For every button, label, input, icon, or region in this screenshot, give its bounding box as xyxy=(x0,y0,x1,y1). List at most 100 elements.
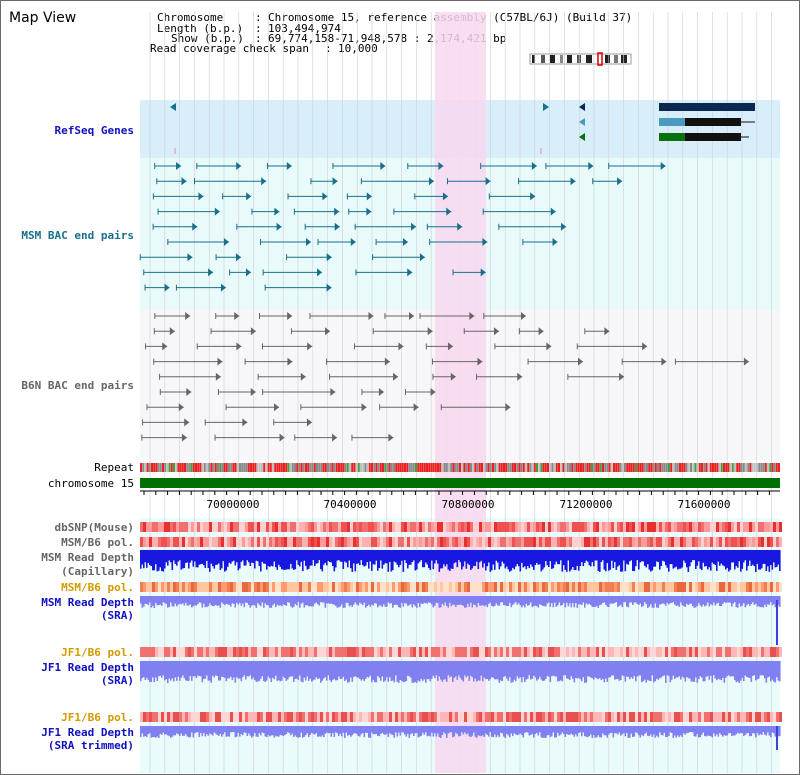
heat-cell xyxy=(416,647,419,657)
depth-bar xyxy=(396,550,399,565)
heat-cell xyxy=(317,712,320,722)
heat-cell xyxy=(569,522,572,532)
heat-cell xyxy=(473,647,476,657)
repeat-bar xyxy=(355,463,358,472)
depth-bar xyxy=(318,726,321,737)
depth-bar xyxy=(285,726,288,734)
heat-cell xyxy=(266,522,269,532)
coverage-sep: : xyxy=(325,42,332,55)
depth-bar xyxy=(531,661,534,679)
depth-bar xyxy=(636,726,639,734)
heat-cell xyxy=(608,712,611,722)
heat-cell xyxy=(476,582,479,592)
depth-bar xyxy=(588,726,591,737)
depth-bar xyxy=(212,661,214,676)
heat-cell xyxy=(152,647,155,657)
bac-end-arrow xyxy=(427,327,433,336)
depth-bar xyxy=(489,596,492,603)
depth-bar xyxy=(455,550,457,563)
heat-cell xyxy=(176,712,179,722)
depth-bar xyxy=(738,596,741,604)
heat-cell xyxy=(164,647,167,657)
depth-bar xyxy=(293,596,295,607)
depth-bar xyxy=(738,550,741,562)
heat-cell xyxy=(704,522,707,532)
heat-cell xyxy=(188,582,191,592)
depth-bar xyxy=(306,550,309,570)
depth-bar xyxy=(686,661,688,678)
depth-bar xyxy=(443,726,445,733)
depth-bar xyxy=(512,661,514,683)
heat-cell xyxy=(557,582,560,592)
depth-bar xyxy=(534,726,537,735)
depth-bar xyxy=(323,726,325,738)
heat-cell xyxy=(281,712,284,722)
depth-bar xyxy=(176,661,178,681)
depth-bar xyxy=(680,550,682,569)
depth-bar xyxy=(282,661,285,677)
heat-cell xyxy=(326,647,329,657)
depth-bar xyxy=(605,596,607,605)
depth-bar xyxy=(576,550,579,566)
depth-bar xyxy=(750,726,753,736)
heat-cell xyxy=(437,712,440,722)
repeat-bar xyxy=(487,463,490,472)
depth-bar xyxy=(296,550,298,561)
depth-bar xyxy=(314,661,316,680)
depth-bar xyxy=(563,661,565,676)
depth-bar xyxy=(248,596,250,605)
depth-bar xyxy=(753,550,756,567)
depth-bar xyxy=(431,661,433,679)
depth-bar xyxy=(498,596,501,606)
depth-bar xyxy=(153,661,156,683)
depth-bar xyxy=(411,726,414,734)
depth-bar xyxy=(396,726,399,737)
repeat-bar xyxy=(613,463,615,472)
depth-bar xyxy=(192,550,195,567)
depth-bar xyxy=(363,596,366,603)
heat-cell xyxy=(323,582,326,592)
heat-cell xyxy=(458,537,461,547)
heat-cell xyxy=(515,712,518,722)
heat-cell xyxy=(287,647,290,657)
depth-bar xyxy=(765,596,768,607)
depth-bar xyxy=(401,661,403,681)
depth-bar xyxy=(722,596,724,604)
heat-cell xyxy=(158,647,161,657)
depth-bar xyxy=(506,661,508,679)
depth-bar xyxy=(770,726,772,738)
heat-cell xyxy=(242,537,245,547)
depth-bar xyxy=(530,661,532,680)
depth-bar xyxy=(492,550,495,565)
heat-cell xyxy=(359,522,362,532)
repeat-bar xyxy=(745,463,747,472)
depth-bar xyxy=(257,550,259,562)
repeat-bar xyxy=(247,463,250,472)
depth-bar xyxy=(575,596,577,603)
depth-bar xyxy=(146,726,148,737)
bac-end-arrow xyxy=(242,418,248,427)
track-label-refseq: RefSeq Genes xyxy=(54,124,134,137)
depth-bar xyxy=(324,661,327,678)
depth-bar xyxy=(290,726,292,736)
depth-bar xyxy=(488,661,490,681)
heat-cell xyxy=(539,522,542,532)
heat-cell xyxy=(206,712,209,722)
repeat-bar xyxy=(245,463,248,472)
depth-bar xyxy=(389,661,391,678)
depth-bar xyxy=(192,726,195,738)
bac-end-arrow xyxy=(388,433,394,442)
heat-cell xyxy=(767,537,770,547)
depth-bar xyxy=(585,596,588,604)
depth-bar xyxy=(638,596,640,605)
heat-cell xyxy=(377,522,380,532)
depth-bar xyxy=(369,596,372,607)
depth-bar xyxy=(500,550,502,567)
depth-bar xyxy=(653,661,655,683)
bac-end-arrow xyxy=(306,418,312,427)
heat-cell xyxy=(395,712,398,722)
depth-bar xyxy=(332,726,334,734)
depth-bar xyxy=(465,550,468,569)
heat-cell xyxy=(743,647,746,657)
